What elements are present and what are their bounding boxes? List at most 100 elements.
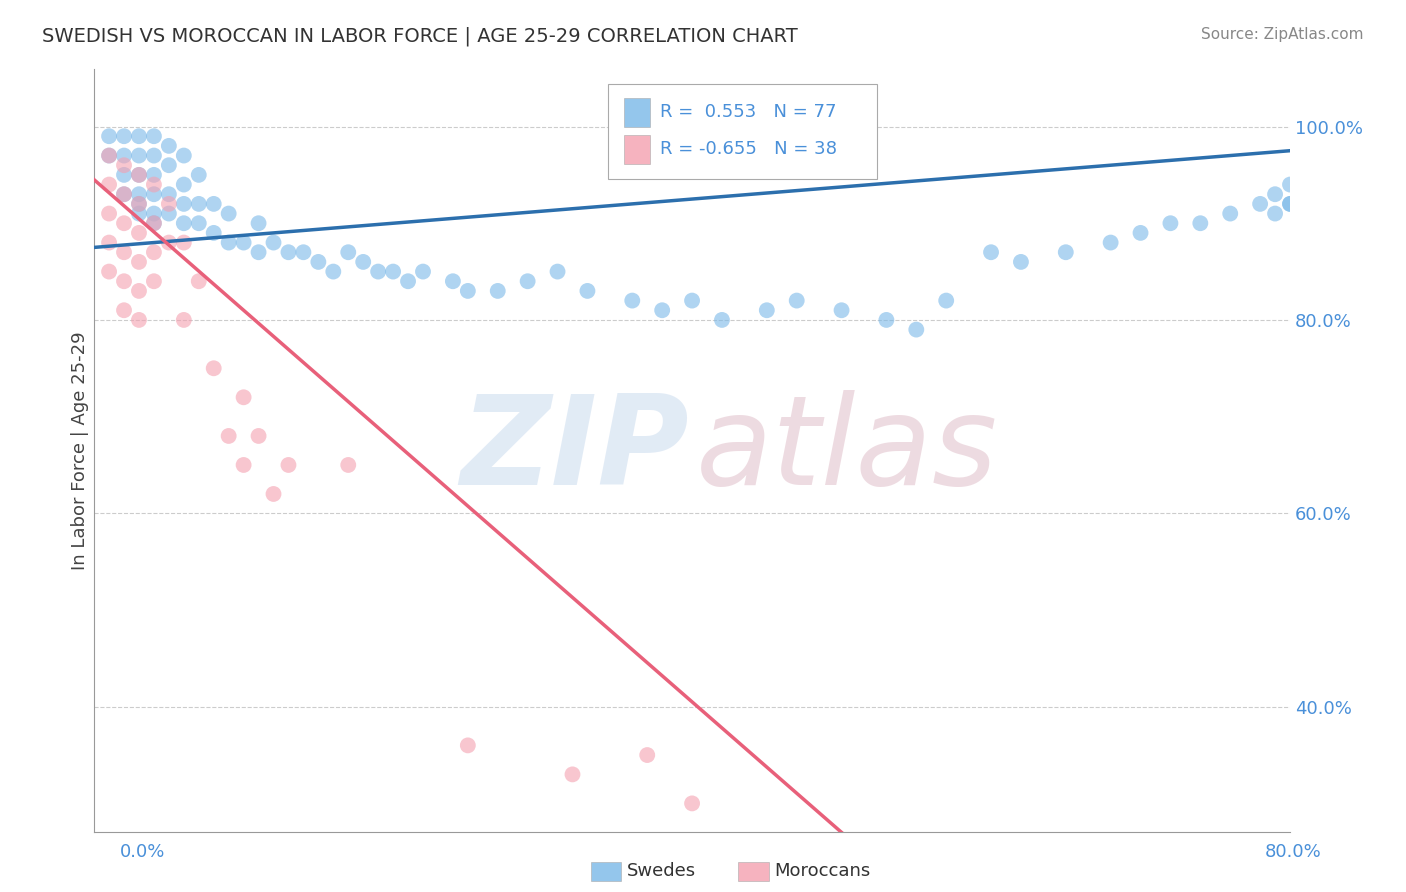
Point <box>218 206 240 220</box>
Point <box>1279 178 1302 192</box>
Text: Swedes: Swedes <box>627 863 696 880</box>
Point <box>322 264 344 278</box>
Point <box>382 264 405 278</box>
Point <box>831 303 853 318</box>
Point <box>547 264 569 278</box>
Point <box>142 148 165 162</box>
Point <box>112 158 135 172</box>
Point <box>263 235 285 250</box>
Point <box>157 206 180 220</box>
Point <box>247 429 270 443</box>
Point <box>576 284 599 298</box>
Point <box>98 235 121 250</box>
Point <box>173 313 195 327</box>
Point <box>232 235 254 250</box>
Point <box>112 168 135 182</box>
Point <box>263 487 285 501</box>
Point <box>128 206 150 220</box>
Point <box>412 264 434 278</box>
Point <box>142 206 165 220</box>
Point <box>157 197 180 211</box>
Point <box>112 216 135 230</box>
Point <box>187 168 209 182</box>
Point <box>441 274 464 288</box>
Point <box>457 739 479 753</box>
Point <box>337 245 360 260</box>
Point <box>277 245 299 260</box>
Text: atlas: atlas <box>696 390 998 511</box>
Point <box>486 284 509 298</box>
Point <box>1159 216 1181 230</box>
Bar <box>624 135 650 164</box>
Point <box>157 235 180 250</box>
Point <box>935 293 957 308</box>
Point <box>142 216 165 230</box>
Point <box>142 129 165 144</box>
Text: 0.0%: 0.0% <box>120 843 165 861</box>
Point <box>681 797 703 811</box>
Point <box>651 303 673 318</box>
Point <box>157 158 180 172</box>
Point <box>112 187 135 202</box>
Point <box>112 303 135 318</box>
Point <box>98 178 121 192</box>
Point <box>112 274 135 288</box>
Point <box>621 293 644 308</box>
Text: R =  0.553   N = 77: R = 0.553 N = 77 <box>659 103 837 121</box>
Point <box>128 187 150 202</box>
Point <box>247 216 270 230</box>
Point <box>1264 187 1286 202</box>
Point <box>128 284 150 298</box>
Text: SWEDISH VS MOROCCAN IN LABOR FORCE | AGE 25-29 CORRELATION CHART: SWEDISH VS MOROCCAN IN LABOR FORCE | AGE… <box>42 27 799 46</box>
Point <box>1099 235 1122 250</box>
Point <box>142 168 165 182</box>
Point <box>128 148 150 162</box>
Point <box>905 322 928 336</box>
Point <box>112 148 135 162</box>
FancyBboxPatch shape <box>609 84 877 179</box>
Text: Source: ZipAtlas.com: Source: ZipAtlas.com <box>1201 27 1364 42</box>
Point <box>187 216 209 230</box>
Text: 80.0%: 80.0% <box>1265 843 1322 861</box>
Point <box>681 293 703 308</box>
Text: Moroccans: Moroccans <box>775 863 870 880</box>
Point <box>232 458 254 472</box>
Point <box>98 206 121 220</box>
Point <box>710 313 733 327</box>
Point <box>112 129 135 144</box>
Point <box>1279 197 1302 211</box>
Point <box>142 245 165 260</box>
Point <box>367 264 389 278</box>
Point <box>875 313 897 327</box>
Point <box>218 429 240 443</box>
Point <box>128 168 150 182</box>
Point <box>1010 255 1032 269</box>
Point <box>187 274 209 288</box>
Point <box>128 313 150 327</box>
Point <box>128 226 150 240</box>
Point <box>128 255 150 269</box>
Point <box>218 235 240 250</box>
Point <box>142 187 165 202</box>
Y-axis label: In Labor Force | Age 25-29: In Labor Force | Age 25-29 <box>72 331 89 570</box>
Point <box>980 245 1002 260</box>
Point <box>128 197 150 211</box>
Point <box>396 274 419 288</box>
Point <box>173 216 195 230</box>
Point <box>157 139 180 153</box>
Point <box>112 187 135 202</box>
Point <box>128 129 150 144</box>
Text: R = -0.655   N = 38: R = -0.655 N = 38 <box>659 140 837 158</box>
Point <box>1219 206 1241 220</box>
Point <box>128 168 150 182</box>
Point <box>173 197 195 211</box>
Point <box>516 274 538 288</box>
Point <box>561 767 583 781</box>
Point <box>173 178 195 192</box>
Point <box>142 216 165 230</box>
Point <box>277 458 299 472</box>
Point <box>786 293 808 308</box>
Point <box>112 245 135 260</box>
Point <box>247 245 270 260</box>
Point <box>1054 245 1077 260</box>
